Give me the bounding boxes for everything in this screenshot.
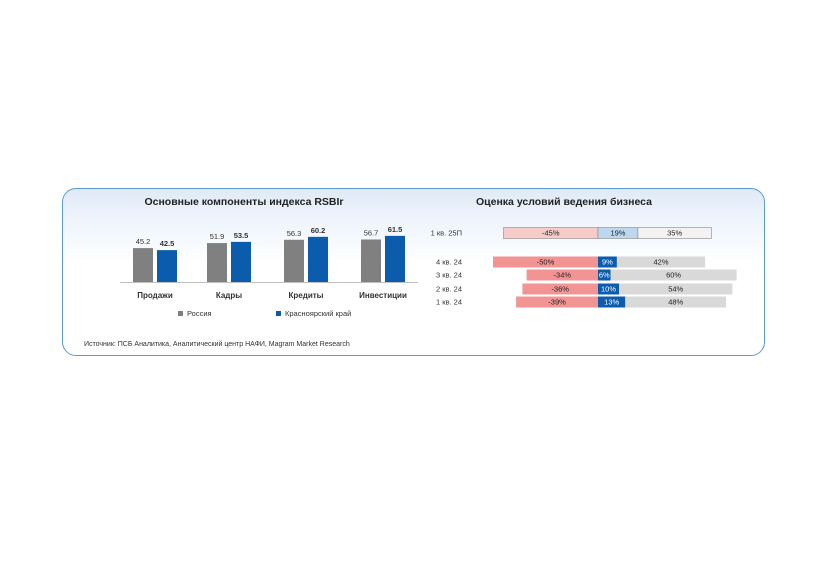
bar-positive-1 xyxy=(598,256,617,268)
label-neutral-3: 54% xyxy=(668,285,683,294)
bar-russia-3 xyxy=(361,239,381,282)
row-label-2: 3 кв. 24 xyxy=(436,271,462,280)
legend-label-krasnoyarsk: Красноярский край xyxy=(285,309,351,318)
bar-neutral-2 xyxy=(610,269,737,281)
bar-positive-4 xyxy=(598,296,626,308)
label-neutral-4: 48% xyxy=(668,298,683,307)
legend-label-russia: Россия xyxy=(187,309,212,318)
data-label-russia-2: 56.3 xyxy=(287,229,302,238)
data-label-krasnoyarsk-0: 42.5 xyxy=(160,239,175,248)
bar-krasnoyarsk-3 xyxy=(385,235,405,282)
row-label-0: 1 кв. 25П xyxy=(431,229,462,238)
bar-krasnoyarsk-0 xyxy=(157,250,177,282)
category-label-1: Кадры xyxy=(216,291,242,300)
category-label-2: Кредиты xyxy=(289,291,324,300)
data-label-krasnoyarsk-3: 61.5 xyxy=(388,225,403,234)
bar-negative-3 xyxy=(522,283,598,295)
category-label-0: Продажи xyxy=(137,291,173,300)
bar-krasnoyarsk-2 xyxy=(308,236,328,282)
data-label-russia-0: 45.2 xyxy=(136,237,151,246)
label-positive-2: 6% xyxy=(599,271,610,280)
label-positive-3: 10% xyxy=(601,285,616,294)
label-positive-0: 19% xyxy=(610,229,625,238)
label-positive-4: 13% xyxy=(604,298,619,307)
label-negative-3: -36% xyxy=(551,285,569,294)
label-negative-2: -34% xyxy=(554,271,572,280)
source-note: Источник: ПСБ Аналитика, Аналитический ц… xyxy=(84,340,350,348)
label-negative-4: -39% xyxy=(548,298,566,307)
data-label-krasnoyarsk-2: 60.2 xyxy=(311,226,326,235)
legend-swatch-russia xyxy=(178,311,183,316)
bar-neutral-4 xyxy=(625,296,727,308)
left-chart-bars: 45.2 42.5 Продажи 51.9 53.5 Кадры 56.3 60.2 Кред… xyxy=(120,225,418,300)
category-label-3: Инвестиции xyxy=(359,291,407,300)
bar-positive-2 xyxy=(598,269,611,281)
legend-swatch-krasnoyarsk xyxy=(276,311,281,316)
data-label-russia-1: 51.9 xyxy=(210,232,225,241)
row-label-3: 2 кв. 24 xyxy=(436,285,462,294)
right-chart-title: Оценка условий ведения бизнеса xyxy=(476,196,652,208)
bar-neutral-0 xyxy=(637,227,712,239)
label-negative-0: -45% xyxy=(542,229,560,238)
bar-negative-2 xyxy=(526,269,598,281)
bar-neutral-1 xyxy=(616,256,706,268)
row-label-1: 4 кв. 24 xyxy=(436,258,462,267)
label-negative-1: -50% xyxy=(537,258,555,267)
bar-russia-0 xyxy=(133,248,153,282)
data-label-krasnoyarsk-1: 53.5 xyxy=(234,231,249,240)
bar-positive-3 xyxy=(598,283,619,295)
label-positive-1: 9% xyxy=(602,258,613,267)
label-neutral-0: 35% xyxy=(667,229,682,238)
bar-neutral-3 xyxy=(619,283,733,295)
bar-krasnoyarsk-1 xyxy=(231,241,251,282)
bar-russia-2 xyxy=(284,239,304,282)
left-chart-title: Основные компоненты индекса RSBIr xyxy=(144,196,343,208)
data-label-russia-3: 56.7 xyxy=(364,228,379,237)
label-neutral-2: 60% xyxy=(666,271,681,280)
row-label-4: 1 кв. 24 xyxy=(436,298,462,307)
label-neutral-1: 42% xyxy=(653,258,668,267)
bar-russia-1 xyxy=(207,243,227,282)
right-chart-bars: 1 кв. 25П -45% 19% 35% 4 кв. 24 -50% 9% 42% 3 кв… xyxy=(431,227,737,308)
bar-negative-4 xyxy=(516,296,598,308)
bar-negative-1 xyxy=(493,256,598,268)
